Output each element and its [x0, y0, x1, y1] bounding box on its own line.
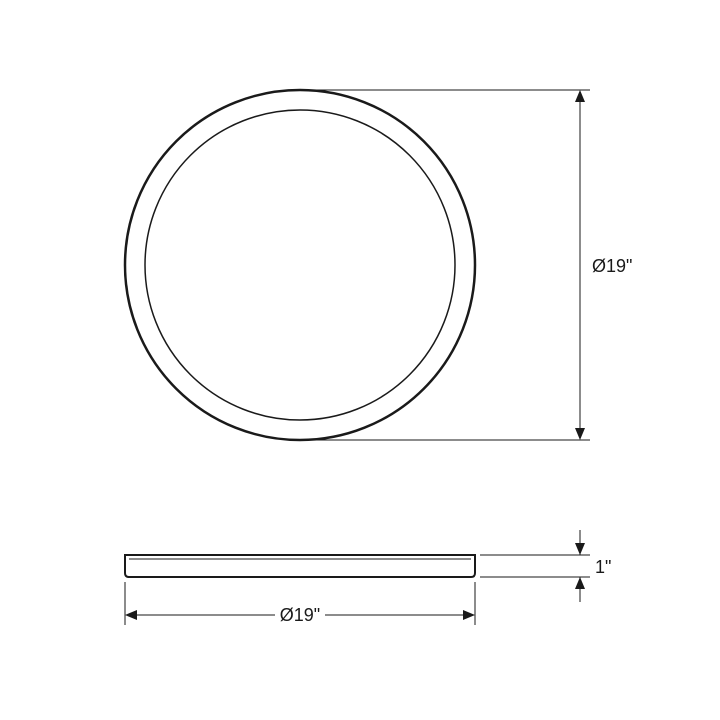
- top-view-diameter-dimension: Ø19": [306, 90, 632, 440]
- arrow-right: [463, 610, 475, 620]
- side-width-label: Ø19": [280, 605, 320, 625]
- arrow-left: [125, 610, 137, 620]
- height-arrow-top: [575, 543, 585, 555]
- arrow-up: [575, 90, 585, 102]
- outer-circle: [125, 90, 475, 440]
- dimension-drawing: Ø19" Ø19" 1": [0, 0, 720, 720]
- side-view-height-dimension: 1": [480, 530, 611, 602]
- top-diameter-label: Ø19": [592, 256, 632, 276]
- top-view-ring: [125, 90, 475, 440]
- side-height-label: 1": [595, 557, 611, 577]
- inner-circle: [145, 110, 455, 420]
- height-arrow-bottom: [575, 577, 585, 589]
- side-view-width-dimension: Ø19": [125, 582, 475, 626]
- profile-outline: [125, 555, 475, 577]
- side-view-profile: [125, 555, 475, 577]
- arrow-down: [575, 428, 585, 440]
